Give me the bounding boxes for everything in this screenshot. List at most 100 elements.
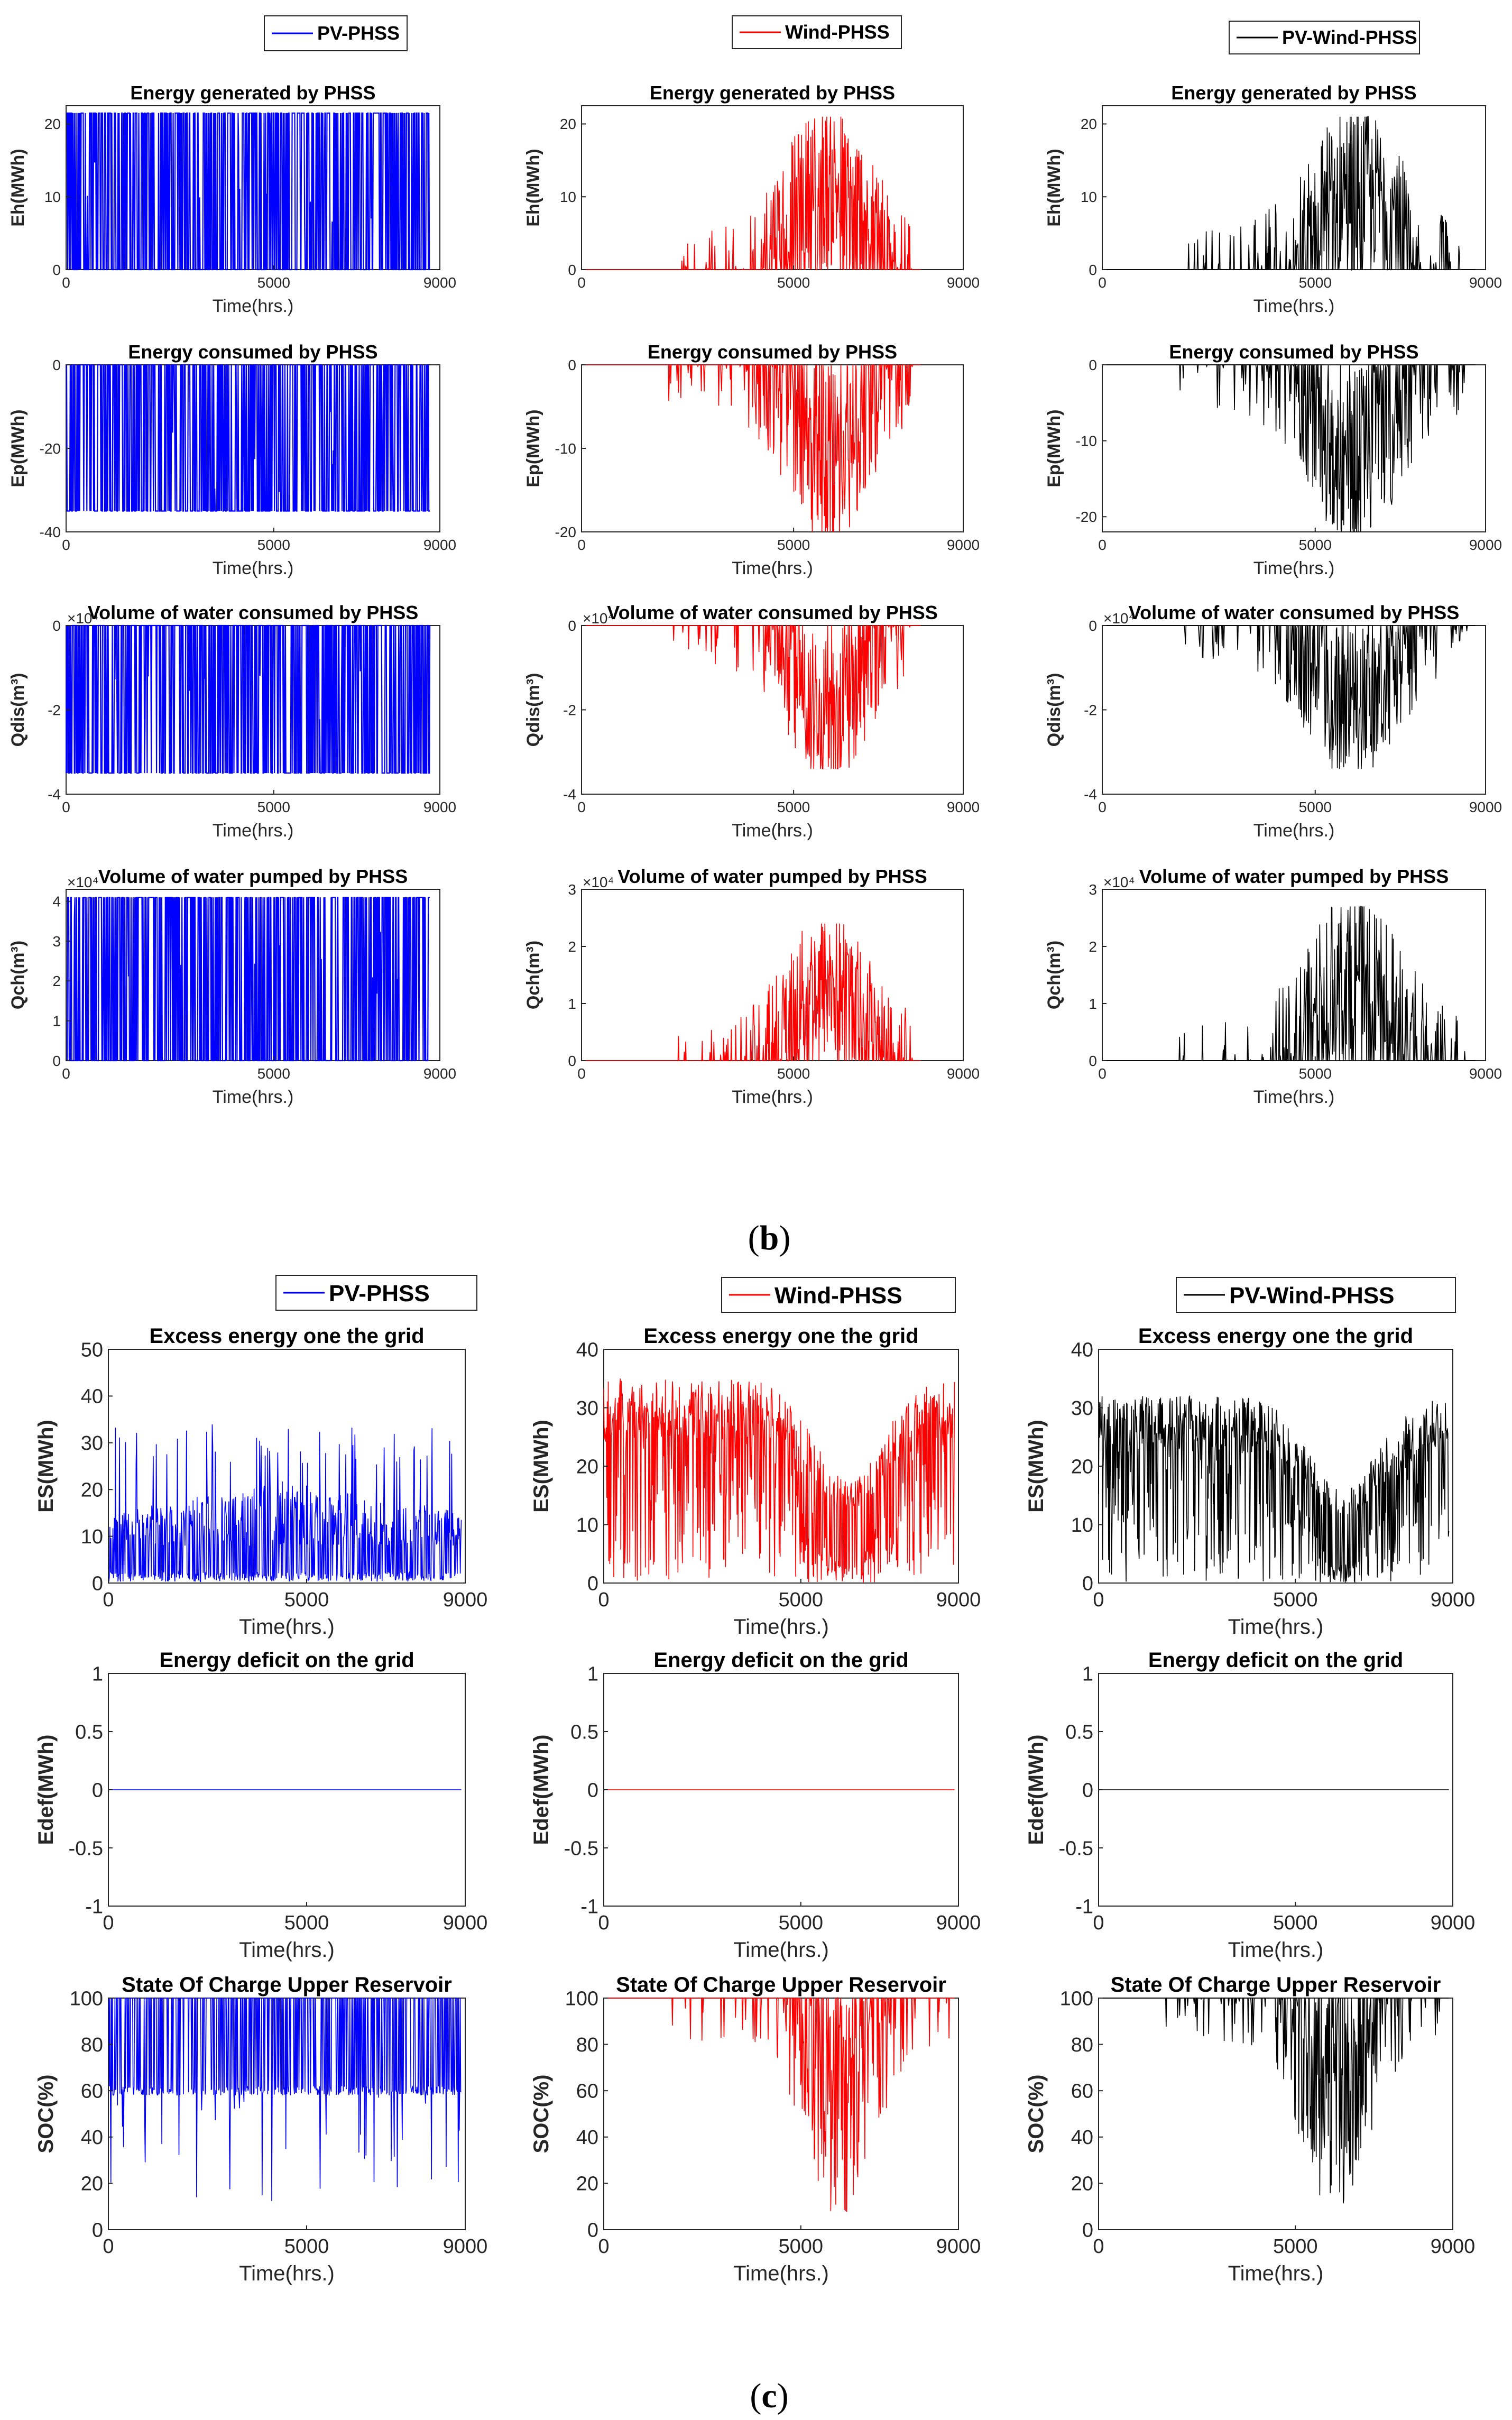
series-line-wind-phss — [582, 923, 921, 1062]
chart-c-es-wind: 0 5000 9000 0 10 20 30 40 Excess energy one the … — [530, 1324, 981, 1639]
x-axis-label: Time(hrs.) — [1228, 1615, 1324, 1639]
x-tick-label: 0 — [1093, 1589, 1104, 1611]
chart-title: Volume of water consumed by PHSS — [1129, 602, 1459, 623]
x-tick-label: 5000 — [779, 1912, 824, 1934]
y-axis-label: SOC(%) — [1025, 2075, 1048, 2154]
y-axis-label: Ep(MWh) — [523, 409, 543, 487]
x-tick-label: 9000 — [1469, 274, 1502, 291]
y-axis-label: Eh(MWh) — [1044, 149, 1064, 226]
panel-label-c: (c) — [750, 2377, 788, 2415]
x-tick-label: 9000 — [423, 799, 456, 815]
x-tick-label: 0 — [598, 2235, 609, 2258]
chart-title: Energy consumed by PHSS — [128, 341, 377, 363]
y-tick-label: 20 — [576, 1456, 598, 1478]
y-tick-label: -20 — [40, 440, 61, 457]
y-axis-label: Qdis(m³) — [8, 673, 28, 747]
x-tick-label: 0 — [1098, 799, 1107, 815]
series-line-wind-phss — [582, 116, 921, 270]
x-tick-label: 5000 — [257, 799, 290, 815]
y-tick-label: 10 — [576, 1514, 598, 1536]
y-tick-label: 60 — [576, 2081, 598, 2103]
x-axis-label: Time(hrs.) — [732, 1087, 813, 1107]
series-line-pv-phss — [66, 897, 430, 1062]
series-line-pv-phss — [66, 364, 430, 512]
chart-c-edef-pvwind: 0 5000 9000 -1 -0.5 0 0.5 1 Energy deficit on th… — [1025, 1649, 1475, 1962]
plot-area — [1102, 625, 1486, 795]
y-axis-label: Eh(MWh) — [523, 149, 543, 226]
chart-b-qch-pvwind: 0 5000 9000 0 1 2 3 ×10⁴ Volume of water pumped … — [1044, 866, 1502, 1107]
y-axis-label: Qch(m³) — [523, 941, 543, 1009]
chart-c-edef-wind: 0 5000 9000 -1 -0.5 0 0.5 1 Energy deficit on th… — [530, 1649, 981, 1962]
chart-c-es-pv: 0 5000 9000 0 10 20 30 40 50 Excess energy one th… — [34, 1324, 487, 1639]
y-tick-label: 10 — [1071, 1514, 1093, 1536]
x-tick-label: 9000 — [936, 2235, 981, 2258]
chart-title: Energy consumed by PHSS — [648, 341, 897, 363]
y-tick-label: 0 — [92, 2219, 103, 2241]
y-axis-label: Eh(MWh) — [8, 149, 28, 226]
legend-label: Wind-PHSS — [785, 21, 890, 43]
x-tick-label: 5000 — [257, 537, 290, 553]
chart-title: State Of Charge Upper Reservoir — [616, 1973, 946, 1996]
y-tick-label: 0 — [568, 1053, 576, 1069]
chart-title: Energy generated by PHSS — [130, 82, 375, 104]
y-tick-label: -2 — [48, 702, 61, 718]
chart-b-eh-wind: 0 5000 9000 0 10 20 Energy generated by PHSS Eh… — [523, 82, 980, 291]
x-tick-label: 0 — [103, 1912, 114, 1934]
chart-c-es-pvwind: 0 5000 9000 0 10 20 30 40 Excess energy one the … — [1025, 1324, 1475, 1639]
y-tick-label: 0.5 — [570, 1721, 598, 1743]
x-tick-label: 5000 — [1299, 537, 1332, 553]
x-tick-label: 5000 — [1299, 274, 1332, 291]
x-tick-label: 0 — [1098, 1065, 1107, 1082]
x-tick-label: 0 — [598, 1912, 609, 1934]
chart-b-ep-pv: 0 5000 9000 -40 -20 0 Energy consumed by PHSS T… — [8, 341, 456, 578]
x-axis-label: Time(hrs.) — [239, 2262, 335, 2285]
x-tick-label: 0 — [1093, 2235, 1104, 2258]
y-tick-label: 60 — [1071, 2081, 1093, 2103]
chart-b-ep-pvwind: 0 5000 9000 -20 -10 0 Energy consumed by PHSS T… — [1044, 341, 1502, 578]
legend-wind-phss: Wind-PHSS — [721, 1277, 956, 1313]
x-tick-label: 0 — [598, 1589, 609, 1611]
y-tick-label: -10 — [555, 440, 576, 457]
legend-label: Wind-PHSS — [775, 1283, 902, 1309]
y-tick-label: 40 — [1071, 1339, 1093, 1361]
x-tick-label: 5000 — [779, 1589, 824, 1611]
chart-title: Volume of water pumped by PHSS — [617, 866, 927, 887]
chart-b-qch-wind: 0 5000 9000 0 1 2 3 ×10⁴ Volume of water pumped … — [523, 866, 980, 1107]
y-tick-label: 0 — [1082, 2219, 1093, 2241]
y-tick-label: 1 — [568, 996, 576, 1012]
x-axis-label: Time(hrs.) — [239, 1938, 335, 1962]
y-tick-label: -20 — [555, 524, 576, 540]
y-tick-label: 0 — [1089, 262, 1097, 278]
x-tick-label: 0 — [577, 537, 586, 553]
y-axis-label: SOC(%) — [34, 2075, 58, 2154]
y-tick-label: 20 — [560, 116, 576, 132]
y-tick-label: 100 — [1060, 1987, 1093, 2010]
x-tick-label: 0 — [62, 1065, 70, 1082]
x-axis-label: Time(hrs.) — [213, 296, 294, 316]
y-tick-label: 1 — [52, 1013, 61, 1029]
y-tick-label: 10 — [81, 1526, 103, 1548]
y-tick-label: 1 — [587, 1663, 598, 1685]
y-tick-label: -4 — [48, 786, 61, 803]
series-line-pv-wind-phss — [1102, 625, 1476, 769]
x-tick-label: 5000 — [1299, 799, 1332, 815]
axis-exponent: ×10⁴ — [583, 610, 614, 627]
axis-exponent: ×10⁴ — [1103, 874, 1135, 890]
chart-b-eh-pv: 0 5000 9000 0 10 20 Energy generated by PHSS Ti… — [8, 82, 456, 316]
y-tick-label: 0 — [52, 618, 61, 634]
y-tick-label: 0 — [52, 262, 61, 278]
y-tick-label: -2 — [563, 702, 576, 718]
series-line-wind-phss — [582, 624, 921, 769]
x-tick-label: 5000 — [1273, 2235, 1318, 2258]
y-axis-label: ES(MWh) — [1025, 1420, 1048, 1513]
series-line-pv-wind-phss — [1102, 363, 1476, 532]
y-tick-label: 30 — [1071, 1397, 1093, 1420]
x-tick-label: 5000 — [257, 274, 290, 291]
x-tick-label: 5000 — [777, 799, 810, 815]
y-tick-label: 0 — [52, 357, 61, 373]
y-tick-label: 20 — [81, 1479, 103, 1502]
plot-area — [1102, 889, 1486, 1061]
